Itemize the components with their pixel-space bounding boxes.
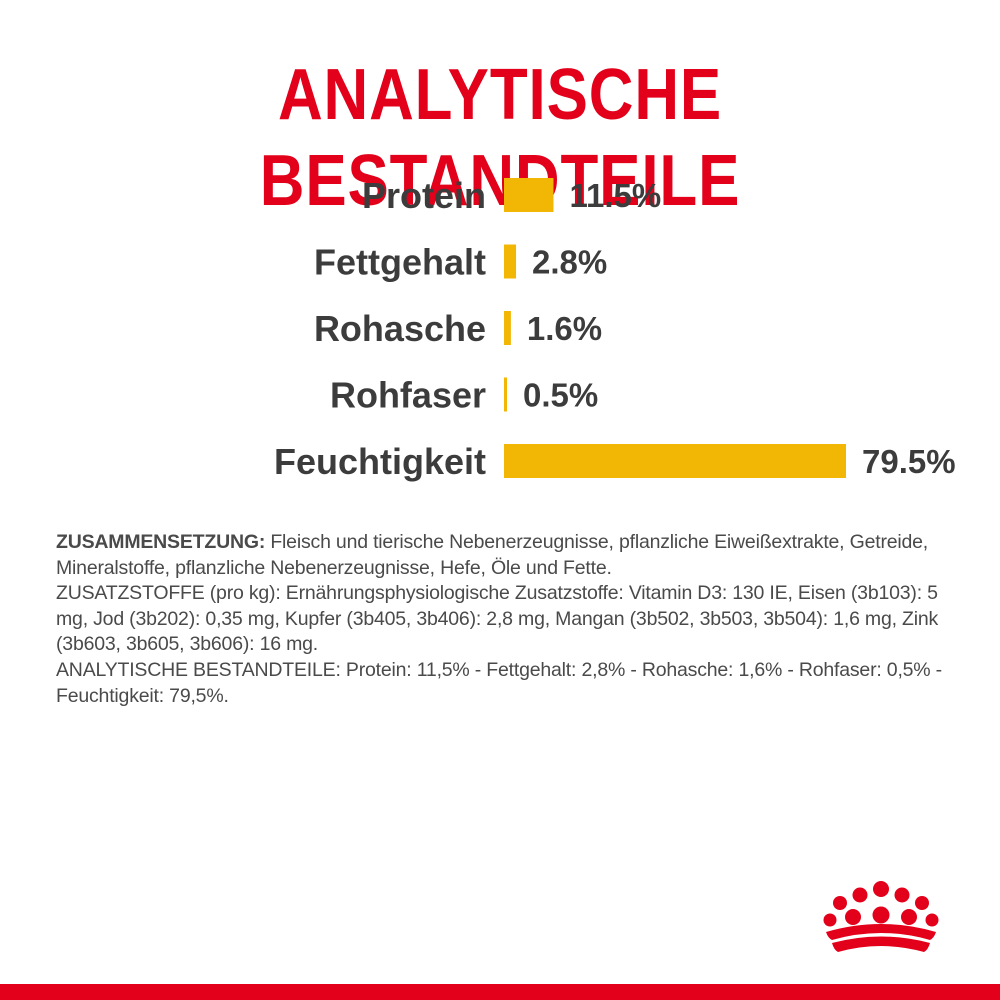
- value-label-rohasche: 1.6%: [527, 310, 602, 347]
- ingredients-paragraph: ZUSAMMENSETZUNG: Fleisch und tierische N…: [56, 530, 956, 581]
- analysis-text: ANALYTISCHE BESTANDTEILE: Protein: 11,5%…: [56, 658, 942, 707]
- composition-lead: ZUSAMMENSETZUNG:: [56, 531, 266, 553]
- value-label-protein: 11.5%: [569, 177, 661, 214]
- bar-feuchtigkeit: [504, 444, 846, 478]
- nutrient-bar-chart: Protein 11.5% Fettgehalt 2.8% Rohasche 1.6% Ro…: [274, 175, 956, 482]
- crown-icon: [823, 881, 939, 952]
- ingredients-text: Fleisch und tierische Nebenerzeugnisse, …: [56, 531, 929, 579]
- bar-fettgehalt: [504, 244, 517, 279]
- category-label-fettgehalt: Fettgehalt: [314, 242, 486, 283]
- category-label-protein: Protein: [362, 175, 486, 216]
- bar-protein: [504, 178, 554, 212]
- value-label-fettgehalt: 2.8%: [532, 244, 607, 281]
- bar-rohfaser: [504, 377, 507, 412]
- category-label-rohasche: Rohasche: [314, 308, 486, 349]
- category-label-feuchtigkeit: Feuchtigkeit: [274, 441, 486, 482]
- value-label-feuchtigkeit: 79.5%: [862, 443, 956, 480]
- composition-text: ZUSAMMENSETZUNG: Fleisch und tierische N…: [56, 530, 956, 709]
- value-label-rohfaser: 0.5%: [523, 377, 598, 414]
- page-title: ANALYTISCHE BESTANDTEILE: [259, 55, 741, 221]
- brand-bottom-bar: [0, 984, 1000, 1000]
- additives-text: ZUSATZSTOFFE (pro kg): Ernährungsphysiol…: [56, 582, 939, 656]
- bar-rohasche: [504, 311, 511, 345]
- category-label-rohfaser: Rohfaser: [330, 375, 486, 416]
